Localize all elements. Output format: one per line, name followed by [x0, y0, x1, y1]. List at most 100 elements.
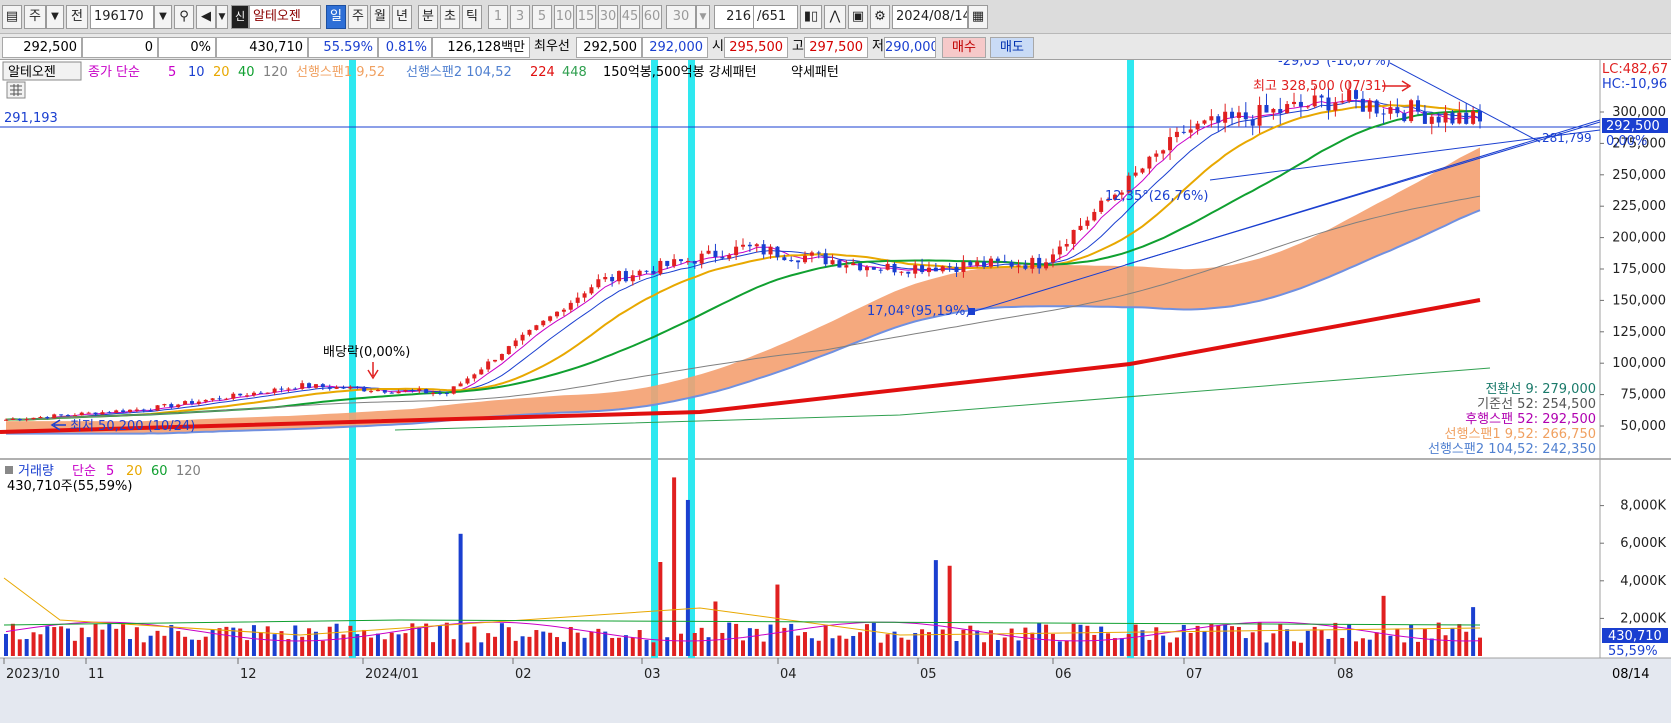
volume-bar — [1195, 625, 1200, 656]
quick-count-3[interactable]: 3 — [510, 5, 530, 29]
volume-bar — [79, 627, 84, 656]
candle-body — [630, 275, 635, 282]
volume-bar — [196, 639, 201, 656]
price-tick-label: 275,000 — [1612, 136, 1666, 151]
volume-bar — [1257, 622, 1262, 656]
chevron-down-icon[interactable]: ▼ — [696, 5, 710, 29]
quick-count-1[interactable]: 1 — [488, 5, 508, 29]
cloud-fill — [6, 147, 1480, 434]
calendar-icon[interactable]: ▦ — [968, 5, 988, 29]
search-icon[interactable]: ⚲ — [174, 5, 194, 29]
stock-chart[interactable]: 50,000 75,000 100,000 125,000 150,000 175,000… — [0, 60, 1671, 723]
candle-body — [1181, 131, 1186, 133]
tab-month[interactable]: 월 — [370, 5, 390, 29]
volume-bar — [582, 637, 587, 656]
candle-body — [713, 250, 718, 258]
date-label: 2024/01 — [365, 667, 419, 682]
candle-body — [1154, 153, 1159, 157]
volume-bar — [1071, 623, 1076, 656]
price-tick-label: 50,000 — [1621, 419, 1667, 434]
candle-body — [906, 271, 911, 274]
trend-low-label: 17,04°(95,19%) — [867, 304, 970, 319]
date-input[interactable]: 2024/08/14 — [892, 5, 968, 29]
stock-name-field[interactable]: 알테오젠 — [249, 5, 321, 29]
quick-count-15[interactable]: 15 — [576, 5, 596, 29]
tab-second[interactable]: 초 — [440, 5, 460, 29]
highlight-bars — [349, 60, 1134, 658]
volume-bar — [1064, 640, 1069, 656]
candle-body — [1099, 200, 1104, 212]
ichimoku-value-chikou: 후행스팬 52: 292,500 — [1465, 411, 1596, 427]
volume-tick-label: 4,000K — [1620, 574, 1666, 589]
volume-bar — [775, 584, 780, 656]
line-type-icon[interactable]: ⋀ — [824, 5, 846, 29]
volume-bar — [327, 626, 332, 656]
volume-bar — [265, 626, 270, 656]
candle-body — [782, 257, 787, 261]
candle-body — [334, 386, 339, 389]
volume-bar — [437, 625, 442, 656]
volume-bar — [975, 630, 980, 656]
current-price: 292,500 — [2, 37, 82, 58]
quick-count-10[interactable]: 10 — [554, 5, 574, 29]
candle-body — [286, 388, 291, 390]
volume-bar — [782, 627, 787, 656]
stock-code-input[interactable]: 196170 — [90, 5, 154, 29]
volume-bar — [272, 634, 277, 656]
volume-ma60-line — [3, 619, 1481, 626]
low-label: 저 — [872, 39, 884, 54]
quick-count-30[interactable]: 30 — [598, 5, 618, 29]
candle-body — [1429, 116, 1434, 124]
chevron-down-icon[interactable]: ▼ — [216, 5, 228, 29]
candle-body — [121, 410, 126, 412]
volume-bar — [1044, 624, 1049, 656]
chevron-down-icon[interactable]: ▼ — [154, 5, 172, 29]
candle-body — [1264, 104, 1269, 113]
candle-body — [327, 387, 332, 389]
tab-day[interactable]: 일 — [326, 5, 346, 29]
view-count-input[interactable]: 216 — [714, 5, 754, 29]
volume-bar — [637, 630, 642, 656]
sell-button[interactable]: 매도 — [990, 37, 1034, 58]
quick-count-5[interactable]: 5 — [532, 5, 552, 29]
buy-button[interactable]: 매수 — [942, 37, 986, 58]
gear-icon[interactable]: ⚙ — [870, 5, 890, 29]
tab-week[interactable]: 주 — [348, 5, 368, 29]
candle-type-icon[interactable]: ▮▯ — [800, 5, 822, 29]
candle-body — [837, 260, 842, 268]
volume-bar — [1395, 628, 1400, 656]
volume-legend-simple: 단순 — [72, 464, 96, 479]
volume-bar — [844, 638, 849, 656]
candle-body — [189, 401, 194, 404]
chevron-down-icon[interactable]: ▼ — [46, 5, 64, 29]
candle-body — [754, 244, 759, 247]
volume-bar — [685, 499, 690, 656]
quick-count-45[interactable]: 45 — [620, 5, 640, 29]
candle-body — [1298, 101, 1303, 107]
candle-body — [1188, 129, 1193, 133]
volume-bar — [52, 627, 57, 656]
highlight-bar-0 — [349, 60, 356, 658]
save-icon[interactable]: ▣ — [848, 5, 868, 29]
speaker-icon[interactable]: ◀ — [196, 5, 216, 29]
legend-close-label: 종가 단순 — [88, 65, 140, 80]
volume-bar — [1112, 638, 1117, 656]
candle-body — [52, 414, 57, 419]
price-tick-label: 150,000 — [1612, 293, 1666, 308]
interval-input[interactable]: 30 — [666, 5, 696, 29]
tab-minute[interactable]: 분 — [418, 5, 438, 29]
chart-menu-icon[interactable]: ▤ — [2, 5, 22, 29]
candle-body — [431, 393, 436, 395]
candle-body — [444, 393, 449, 395]
prev-button[interactable]: 전 — [66, 5, 88, 29]
legend-stock-box[interactable] — [2, 61, 82, 81]
volume-bar — [486, 633, 491, 656]
type-selector[interactable]: 주 — [24, 5, 46, 29]
tab-year[interactable]: 년 — [392, 5, 412, 29]
candle-body — [1161, 150, 1166, 154]
volume-bar — [396, 634, 401, 656]
quick-count-60[interactable]: 60 — [642, 5, 662, 29]
candle-body — [651, 270, 656, 274]
tab-tick[interactable]: 틱 — [462, 5, 482, 29]
candle-body — [1292, 101, 1297, 105]
